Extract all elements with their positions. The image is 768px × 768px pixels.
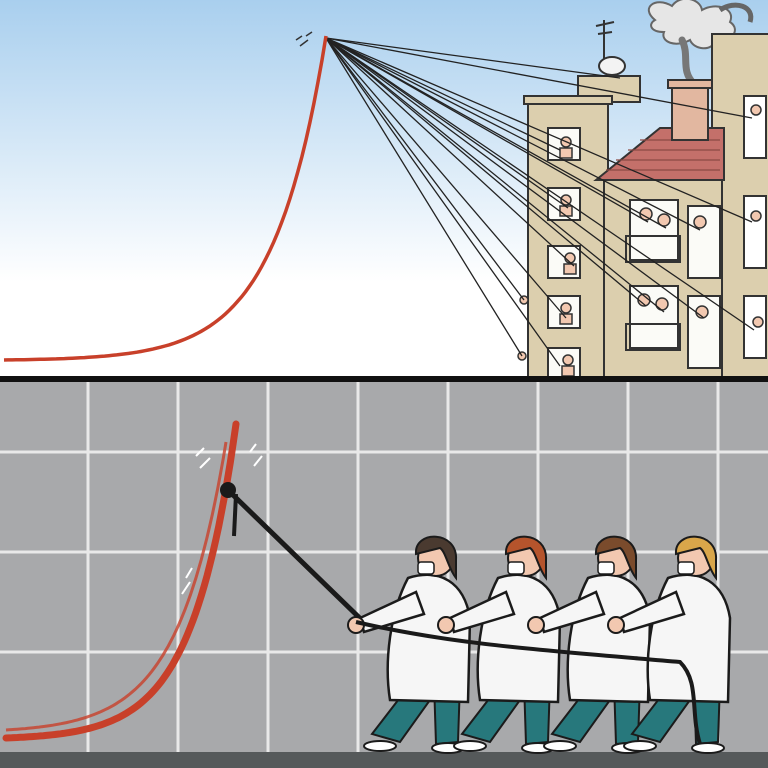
rope [325,37,525,301]
motion-marks [295,31,313,47]
hair [594,535,638,581]
rope [325,37,665,313]
rope [325,37,569,209]
ropes [325,37,755,367]
rope [325,37,753,223]
face-mask [677,561,695,575]
panel-divider [0,376,768,382]
rope [325,37,575,267]
exponential-curve [2,420,240,742]
white-coat [646,573,732,704]
rope [325,37,621,79]
face-mask [597,561,615,575]
motion-marks [181,443,263,595]
health-worker [347,535,472,754]
rope [325,37,755,331]
rope [355,620,702,745]
shoe [623,740,657,752]
rope [325,37,667,229]
face-mask [507,561,525,575]
rope [325,37,701,231]
shoe [543,740,577,752]
health-workers-in-white-coats [347,535,732,754]
exponential-curve [3,35,328,362]
face-mask [417,561,435,575]
hand [527,616,545,634]
rope [325,37,567,319]
top-panel [0,0,768,376]
shoe [363,740,397,752]
hand [607,616,625,634]
rope [325,37,705,319]
exponential-curve-motion [5,441,228,732]
shoe [691,742,725,754]
hand [437,616,455,634]
health-worker [607,535,732,754]
white-coat [476,573,562,704]
chimney [671,83,709,141]
coat-sleeve [618,590,686,634]
rope [325,37,647,307]
rope [325,37,561,367]
bottom-panel [0,382,768,768]
floor [0,752,768,768]
bottom-scene [0,382,768,768]
coat-sleeve [358,590,426,634]
coat-sleeve [448,590,516,634]
white-coat [566,573,652,704]
coat-sleeve [538,590,606,634]
hair [504,535,548,581]
rope [230,492,372,630]
rope [325,37,523,357]
hair [414,535,458,581]
shoe [453,740,487,752]
rope [325,37,753,119]
rope [325,37,561,151]
hair [674,535,718,581]
house-with-tiled-roof [593,79,764,376]
top-scene [0,0,768,376]
health-worker [437,535,562,754]
apartment-building [517,95,613,376]
